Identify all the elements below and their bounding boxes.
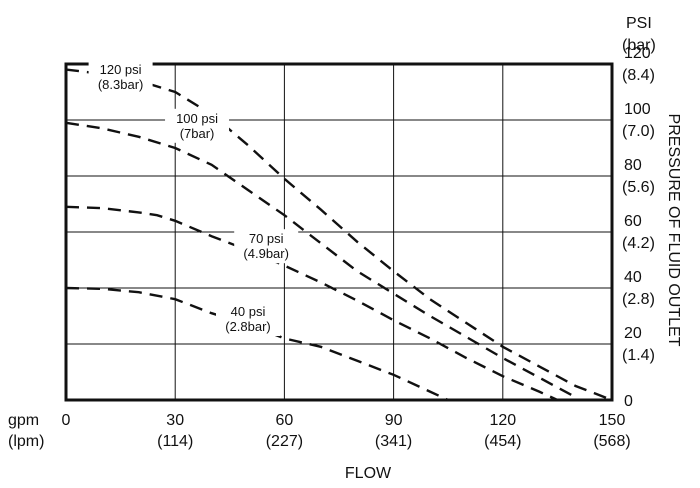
series-label-bg-100-psi: [165, 108, 230, 143]
x-unit-secondary: (lpm): [8, 433, 44, 450]
y-tick-label-60: 60: [624, 213, 642, 230]
x-tick-lpm-90: (341): [375, 433, 412, 450]
y-tick-label-0: 0: [624, 393, 633, 410]
y-tick-bar-100: (7.0): [622, 123, 655, 140]
x-tick-lpm-120: (454): [484, 433, 521, 450]
y-tick-bar-60: (4.2): [622, 235, 655, 252]
x-tick-label-150: 150: [599, 412, 626, 429]
y-axis-title: PRESSURE OF FLUID OUTLET: [665, 114, 682, 347]
y-unit-secondary: (bar): [622, 37, 656, 54]
y-tick-bar-20: (1.4): [622, 347, 655, 364]
x-tick-labels: 0 30 (114) 60 (227) 90 (341) 120 (454) 150 (568): [62, 412, 631, 450]
series-line-40-psi: [65, 286, 449, 402]
x-tick-label-60: 60: [276, 412, 294, 429]
series-line-120-psi: [65, 68, 613, 402]
y-tick-label-120: 120: [624, 45, 651, 62]
x-axis-title: FLOW: [345, 465, 392, 482]
series-sublabel-100-psi: (7bar): [180, 126, 215, 141]
series-label-bg-40-psi: [216, 302, 280, 336]
y-tick-label-80: 80: [624, 157, 642, 174]
y-tick-label-40: 40: [624, 269, 642, 286]
series-labels: 120 psi(8.3bar) 100 psi(7bar) 70 psi(4.9ba…: [88, 59, 299, 336]
series-sublabel-40-psi: (2.8bar): [225, 319, 271, 334]
series-sublabel-70-psi: (4.9bar): [243, 246, 289, 261]
plot-frame: [64, 62, 614, 402]
series-label-bg-120-psi: [88, 59, 153, 94]
x-tick-label-120: 120: [489, 412, 516, 429]
series-lines: [65, 68, 613, 402]
y-tick-labels: 0 20 (1.4) 40 (2.8) 60 (4.2) 80 (5.6) 100 (7.0) 120…: [622, 45, 655, 410]
x-tick-lpm-60: (227): [266, 433, 303, 450]
series-label-40-psi: 40 psi: [231, 304, 266, 319]
series-line-70-psi: [65, 205, 558, 402]
y-tick-bar-80: (5.6): [622, 179, 655, 196]
x-tick-label-30: 30: [166, 412, 184, 429]
x-tick-lpm-150: (568): [593, 433, 630, 450]
x-tick-label-0: 0: [62, 412, 71, 429]
series-label-70-psi: 70 psi: [249, 231, 284, 246]
series-label-bg-70-psi: [234, 229, 299, 264]
series-line-100-psi: [65, 121, 577, 399]
y-unit-primary: PSI: [626, 15, 652, 32]
y-tick-label-20: 20: [624, 325, 642, 342]
x-tick-label-90: 90: [385, 412, 403, 429]
series-label-100-psi: 100 psi: [176, 111, 218, 126]
series-label-120-psi: 120 psi: [100, 62, 142, 77]
y-tick-label-100: 100: [624, 101, 651, 118]
grid: [66, 64, 612, 400]
x-tick-lpm-30: (114): [157, 433, 193, 450]
y-tick-bar-40: (2.8): [622, 291, 655, 308]
x-unit-primary: gpm: [8, 412, 39, 429]
y-tick-bar-120: (8.4): [622, 67, 655, 84]
series-sublabel-120-psi: (8.3bar): [98, 77, 144, 92]
